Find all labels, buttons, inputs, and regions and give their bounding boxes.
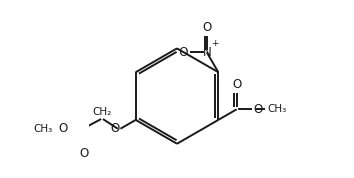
Text: CH₃: CH₃ (268, 104, 287, 114)
Text: O: O (79, 147, 88, 160)
Text: O: O (58, 122, 68, 135)
Text: N: N (202, 46, 211, 59)
Text: CH₃: CH₃ (33, 124, 52, 134)
Text: O: O (111, 122, 120, 135)
Text: +: + (211, 39, 219, 48)
Text: O: O (253, 103, 262, 116)
Text: O: O (232, 78, 241, 91)
Text: O: O (202, 21, 211, 34)
Text: CH₂: CH₂ (92, 107, 112, 117)
Text: ⁻O: ⁻O (173, 46, 188, 59)
